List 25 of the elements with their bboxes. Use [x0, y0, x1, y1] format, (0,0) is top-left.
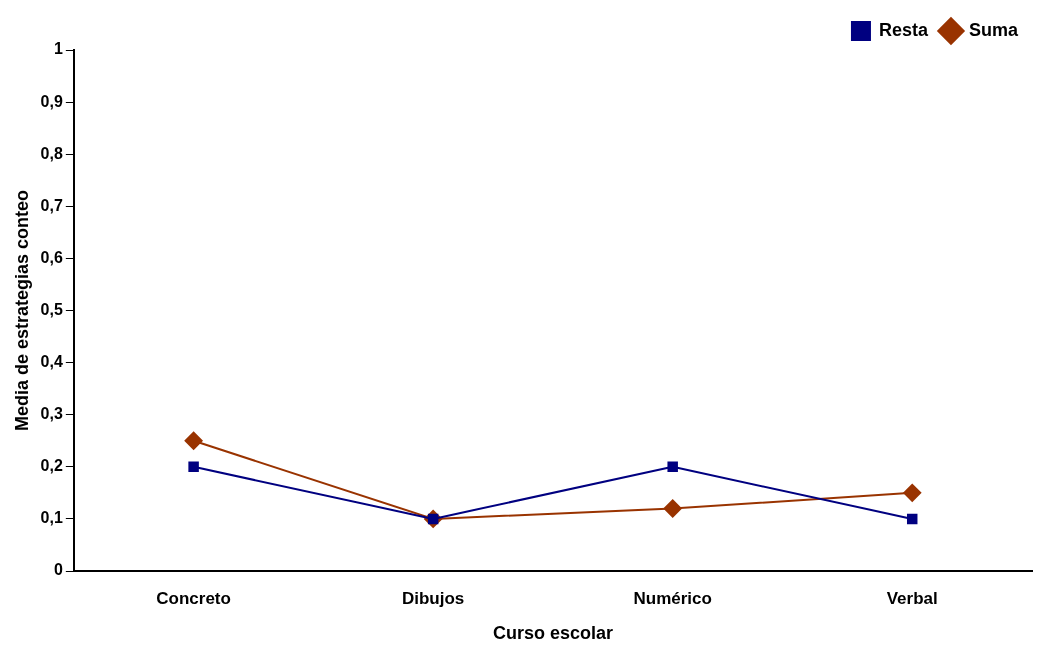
- x-tick-label: Verbal: [886, 588, 938, 608]
- y-tick-label: 0,3: [40, 405, 63, 423]
- y-tick-label: 0,2: [40, 457, 63, 475]
- point: [184, 431, 203, 450]
- y-tick-label: 0,8: [40, 144, 63, 162]
- point: [906, 513, 918, 525]
- point: [903, 483, 922, 502]
- point: [663, 499, 682, 518]
- x-tick-label: Numérico: [633, 588, 712, 608]
- y-axis-title: Media de estrategias conteo: [11, 189, 32, 432]
- point: [667, 461, 678, 473]
- x-tick-label: Dibujos: [401, 588, 465, 608]
- legend-label: Resta: [878, 19, 929, 40]
- y-tick-label: 0: [53, 561, 63, 579]
- x-axis-title: Curso escolar: [492, 623, 613, 644]
- y-tick-label: 0,9: [40, 92, 63, 110]
- legend-label: Suma: [968, 19, 1019, 40]
- y-tick-label: 0,5: [40, 300, 63, 318]
- y-tick-label: 0,7: [40, 196, 63, 214]
- point: [188, 461, 199, 473]
- x-tick-label: Concreto: [156, 588, 231, 608]
- y-tick-label: 0,1: [40, 509, 63, 527]
- y-tick-label: 0,4: [40, 353, 63, 371]
- y-tick-label: 0,6: [40, 248, 63, 266]
- y-tick-label: 1: [53, 40, 63, 58]
